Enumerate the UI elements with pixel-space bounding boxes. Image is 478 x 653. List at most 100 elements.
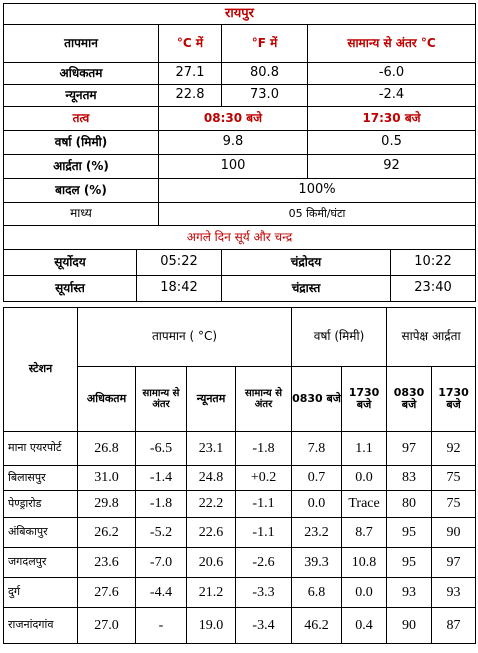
sun-moon-title: अगले दिन सूर्य और चन्द्र <box>2 225 477 250</box>
rain-0830: 9.8 <box>158 130 308 155</box>
table-row: बिलासपुर 31.0 -1.4 24.8 +0.2 0.7 0.0 83 … <box>3 465 477 491</box>
station-min-dev: -1.8 <box>234 431 293 466</box>
min-temp-dev: -2.4 <box>306 84 477 107</box>
station-min: 22.2 <box>186 490 236 518</box>
rain-label: वर्षा (मिमी) <box>3 130 159 155</box>
station-max: 29.8 <box>77 490 136 518</box>
celsius-header: °C में <box>158 24 222 63</box>
station-hum-1730: 87 <box>431 607 477 644</box>
station-max-dev: -1.4 <box>135 465 187 491</box>
station-rain-0830: 0.7 <box>291 465 343 491</box>
sunset-value: 18:42 <box>136 275 222 302</box>
station-max: 27.0 <box>77 607 136 644</box>
sunset-label: सूर्यास्त <box>3 275 137 302</box>
station-min: 23.1 <box>186 431 236 466</box>
max-dev-header: सामान्य से अंतर <box>135 366 187 432</box>
station-max-dev: -6.5 <box>135 431 187 466</box>
station-max-dev: -4.4 <box>135 577 187 608</box>
moonset-label: चंद्रास्त <box>221 275 391 302</box>
table-row: माना एयरपोर्ट 26.8 -6.5 23.1 -1.8 7.8 1.… <box>3 431 477 466</box>
station-rain-0830: 46.2 <box>291 607 343 644</box>
station-rain-0830: 7.8 <box>291 431 343 466</box>
station-name: दुर्ग <box>3 577 78 608</box>
station-name: माना एयरपोर्ट <box>3 431 78 466</box>
station-min: 19.0 <box>186 607 236 644</box>
element-label: तत्व <box>3 106 159 131</box>
wind-value: 05 किमी/घंटा <box>157 202 477 226</box>
sunrise-value: 05:22 <box>136 249 222 276</box>
station-min-dev: -1.1 <box>234 517 293 548</box>
station-min-dev: -2.6 <box>234 547 293 578</box>
station-rain-0830: 39.3 <box>291 547 343 578</box>
rain-1730-header: 1730 बजे <box>341 366 388 432</box>
wind-label: माध्य <box>3 202 159 226</box>
station-max: 23.6 <box>77 547 136 578</box>
station-min: 22.6 <box>186 517 236 548</box>
station-hum-1730: 97 <box>431 547 477 578</box>
table-row: दुर्ग 27.6 -4.4 21.2 -3.3 6.8 0.0 93 93 <box>3 577 477 608</box>
max-temp-c: 27.1 <box>158 62 222 85</box>
temp-label: तापमान <box>3 24 159 63</box>
min-temp-f: 73.0 <box>221 84 308 107</box>
station-rain-1730: 0.0 <box>341 465 388 491</box>
sunrise-label: सूर्योदय <box>3 249 137 276</box>
hum-0830-header: 0830 बजे <box>386 366 433 432</box>
humidity-1730: 92 <box>306 154 477 179</box>
station-max-dev: -7.0 <box>135 547 187 578</box>
station-max-dev: -5.2 <box>135 517 187 548</box>
max-header: अधिकतम <box>77 366 136 432</box>
city-title: रायपुर <box>2 3 477 25</box>
station-name: पेण्ड्रारोड <box>3 490 78 518</box>
table-row: राजनांदगांव 27.0 - 19.0 -3.4 46.2 0.4 90… <box>3 607 477 644</box>
station-hum-0830: 93 <box>386 577 433 608</box>
station-hum-0830: 83 <box>386 465 433 491</box>
station-rain-1730: 8.7 <box>341 517 388 548</box>
min-header: न्यूनतम <box>186 366 236 432</box>
station-rain-1730: Trace <box>341 490 388 518</box>
humidity-label: आर्द्रता (%) <box>3 154 159 179</box>
station-hum-1730: 93 <box>431 577 477 608</box>
station-hum-0830: 95 <box>386 517 433 548</box>
humidity-group-header: सापेक्ष आर्द्रता <box>386 307 477 367</box>
station-rain-1730: 1.1 <box>341 431 388 466</box>
max-temp-label: अधिकतम <box>3 62 159 85</box>
station-name: राजनांदगांव <box>3 607 78 644</box>
station-min-dev: +0.2 <box>234 465 293 491</box>
max-temp-f: 80.8 <box>221 62 308 85</box>
station-min: 21.2 <box>186 577 236 608</box>
rain-group-header: वर्षा (मिमी) <box>291 307 388 367</box>
max-temp-dev: -6.0 <box>306 62 477 85</box>
fahrenheit-header: °F में <box>221 24 308 63</box>
station-hum-1730: 92 <box>431 431 477 466</box>
station-name: बिलासपुर <box>3 465 78 491</box>
hum-1730-header: 1730 बजे <box>431 366 477 432</box>
station-max-dev: - <box>135 607 187 644</box>
time-0830-header: 08:30 बजे <box>158 106 308 131</box>
time-1730-header: 17:30 बजे <box>306 106 477 131</box>
stations-table: स्टेशन तापमान ( °C) वर्षा (मिमी) सापेक्ष… <box>3 307 477 644</box>
station-hum-1730: 75 <box>431 465 477 491</box>
station-rain-1730: 10.8 <box>341 547 388 578</box>
rain-0830-header: 0830 बजे <box>291 366 343 432</box>
station-min: 24.8 <box>186 465 236 491</box>
deviation-header: सामान्य से अंतर °C <box>306 24 477 63</box>
station-max: 26.8 <box>77 431 136 466</box>
station-rain-1730: 0.4 <box>341 607 388 644</box>
temp-group-header: तापमान ( °C) <box>76 307 293 367</box>
station-min: 20.6 <box>186 547 236 578</box>
station-rain-0830: 6.8 <box>291 577 343 608</box>
moonrise-label: चंद्रोदय <box>221 249 391 276</box>
rain-1730: 0.5 <box>306 130 477 155</box>
station-hum-0830: 80 <box>386 490 433 518</box>
moonrise-value: 10:22 <box>389 249 477 276</box>
station-header: स्टेशन <box>3 307 78 432</box>
cloud-label: बादल (%) <box>3 178 159 203</box>
station-name: अंबिकापुर <box>3 517 78 548</box>
station-max: 27.6 <box>77 577 136 608</box>
station-max: 26.2 <box>77 517 136 548</box>
station-hum-1730: 90 <box>431 517 477 548</box>
table-row: जगदलपुर 23.6 -7.0 20.6 -2.6 39.3 10.8 95… <box>3 547 477 578</box>
station-rain-0830: 23.2 <box>291 517 343 548</box>
station-hum-0830: 97 <box>386 431 433 466</box>
table-row: पेण्ड्रारोड 29.8 -1.8 22.2 -1.1 0.0 Trac… <box>3 490 477 518</box>
